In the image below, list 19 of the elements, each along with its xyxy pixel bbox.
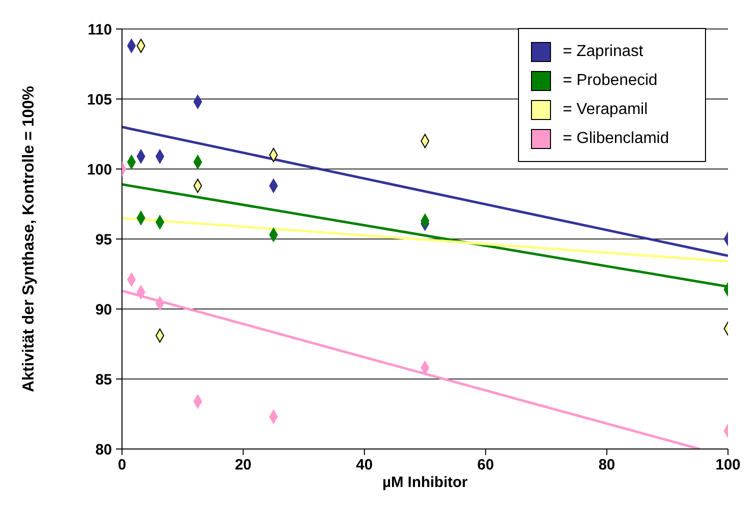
x-tick-label: 100 — [715, 456, 741, 474]
legend-label: = Zaprinast — [562, 42, 644, 60]
legend-label: = Glibenclamid — [562, 130, 669, 148]
x-tick-label: 20 — [234, 456, 252, 474]
x-tick-label: 60 — [477, 456, 494, 474]
y-tick-label: 110 — [88, 21, 112, 38]
legend-label: = Probenecid — [562, 72, 658, 90]
y-tick-label: 95 — [95, 231, 112, 248]
x-axis-title: µM Inhibitor — [382, 474, 468, 491]
x-tick-label: 80 — [598, 456, 616, 474]
y-tick-label: 90 — [95, 301, 112, 318]
x-tick-label: 0 — [118, 456, 126, 474]
y-tick-label: 100 — [86, 161, 112, 178]
y-tick-label: 80 — [95, 441, 112, 458]
y-tick-label: 85 — [95, 371, 112, 388]
y-tick-label: 105 — [86, 91, 112, 108]
y-axis-title: Aktivität der Synthase, Kontrolle = 100% — [20, 86, 38, 392]
x-tick-label: 40 — [356, 456, 373, 474]
legend-label: = Verapamil — [562, 100, 648, 118]
